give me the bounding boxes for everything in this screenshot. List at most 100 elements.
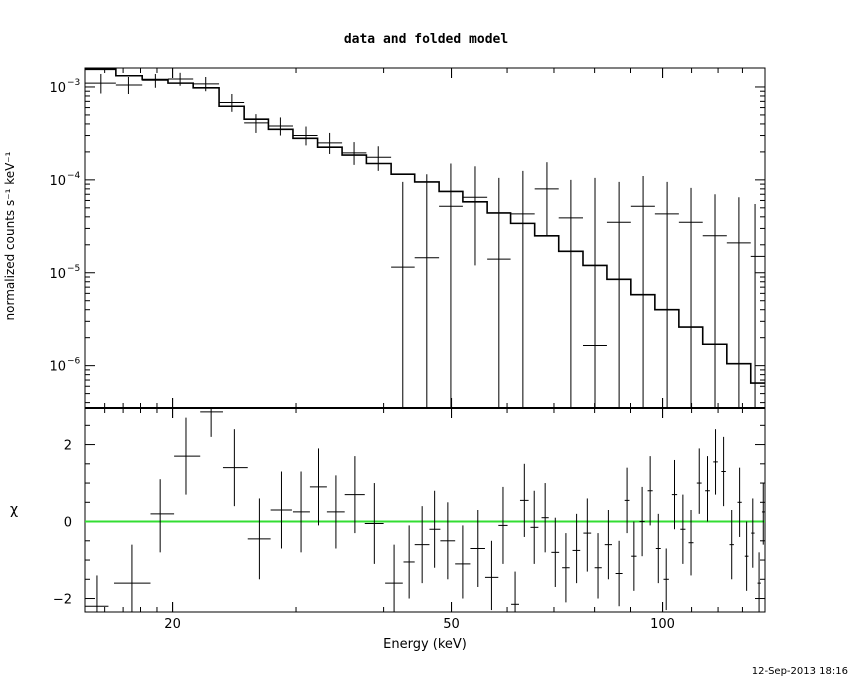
residual-point: [572, 513, 581, 584]
y-tick-exponent: −3: [67, 78, 80, 88]
residual-point: [85, 575, 109, 612]
residual-point: [498, 486, 508, 564]
bottom-ylabel: χ: [10, 502, 18, 518]
residual-point: [696, 448, 702, 514]
residual-point: [551, 517, 560, 587]
residual-point: [455, 525, 471, 599]
data-point: [167, 72, 194, 86]
data-point: [292, 126, 318, 146]
y-tick-label: 2: [64, 439, 72, 454]
y-tick-label: −2: [53, 593, 72, 608]
residual-point: [326, 475, 345, 549]
y-tick-label: 10: [49, 267, 66, 282]
residual-point: [247, 498, 271, 580]
residual-point: [751, 498, 755, 568]
residual-point: [292, 471, 310, 553]
data-point: [630, 176, 655, 408]
top-frame: [84, 67, 766, 409]
residual-point: [737, 467, 742, 537]
model-line: [85, 68, 765, 384]
data-point: [654, 181, 679, 408]
data-point: [487, 177, 511, 408]
data-point: [115, 77, 143, 94]
residual-point: [624, 467, 630, 534]
residual-point: [680, 494, 686, 564]
residual-point: [713, 429, 718, 495]
residual-point: [519, 463, 529, 537]
y-tick-label: 10: [49, 174, 66, 189]
residual-point: [744, 521, 749, 591]
residual-point: [511, 571, 519, 612]
y-tick-exponent: −5: [67, 264, 80, 274]
x-tick-label: 50: [443, 617, 460, 632]
data-point: [142, 73, 168, 88]
residual-point: [364, 483, 384, 564]
y-tick-label: 10: [49, 360, 66, 375]
data-point: [726, 197, 751, 408]
residual-point: [705, 456, 710, 522]
residual-point: [470, 510, 485, 587]
residual-point: [200, 408, 223, 437]
residual-point: [761, 483, 765, 545]
residual-point: [150, 479, 175, 553]
data-point: [534, 162, 559, 236]
residual-point: [114, 544, 151, 612]
data-point: [193, 77, 220, 92]
footer-timestamp: 12-Sep-2013 18:16: [752, 666, 848, 677]
top-panel: 10−610−510−410−3: [49, 67, 766, 612]
y-tick-label: 10: [49, 81, 66, 96]
data-point: [85, 73, 116, 94]
bottom-frame: [84, 407, 766, 613]
residual-point: [309, 448, 327, 526]
data-point: [244, 114, 269, 133]
data-point: [317, 132, 343, 154]
data-point: [606, 181, 631, 408]
residual-point: [270, 471, 292, 549]
residual-point: [583, 498, 592, 572]
residual-point: [562, 533, 570, 603]
residual-point: [729, 510, 734, 580]
data-point: [702, 194, 727, 408]
residual-point: [222, 429, 248, 507]
x-axis-label: Energy (keV): [383, 637, 467, 652]
chart-title: data and folded model: [344, 32, 508, 47]
data-point: [439, 163, 463, 408]
data-point: [462, 166, 488, 266]
y-tick-exponent: −4: [67, 171, 81, 181]
data-point: [391, 181, 415, 408]
residual-point: [671, 459, 678, 530]
residual-point: [663, 548, 669, 611]
residual-panel: 20 50 100 −2 0 2: [53, 407, 766, 632]
data-point: [342, 142, 367, 165]
residual-point: [440, 502, 456, 580]
residual-point: [639, 486, 645, 557]
data-point: [582, 177, 607, 408]
residual-point: [174, 417, 201, 495]
x-tick-label: 100: [650, 617, 675, 632]
top-ylabel: normalized counts s⁻¹ keV⁻¹: [3, 151, 17, 320]
data-point: [414, 174, 440, 408]
residual-point: [344, 456, 365, 534]
data-point: [268, 117, 293, 136]
data-point: [366, 146, 392, 171]
residual-point: [484, 540, 499, 611]
data-point: [510, 170, 535, 408]
residual-point: [414, 506, 430, 584]
data-point: [750, 203, 765, 408]
x-tick-label: 20: [164, 617, 181, 632]
residual-point: [385, 544, 403, 612]
residual-point: [541, 483, 549, 553]
residual-point: [688, 510, 694, 576]
data-point: [558, 179, 583, 408]
residual-point: [429, 490, 441, 568]
residual-point: [721, 436, 726, 507]
residual-point: [530, 490, 539, 564]
residual-point: [655, 513, 661, 584]
residual-point: [604, 510, 613, 580]
y-tick-exponent: −6: [67, 357, 81, 367]
data-point: [678, 187, 703, 408]
residual-point: [403, 525, 415, 599]
residual-point: [631, 521, 637, 591]
y-tick-label: 0: [64, 516, 72, 531]
